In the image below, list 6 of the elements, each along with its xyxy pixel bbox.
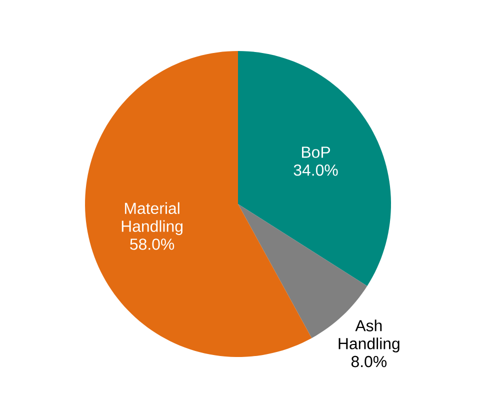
data-label: 58.0% — [130, 238, 174, 250]
slice-label: BoP — [302, 146, 330, 158]
data-label: 8.0% — [351, 356, 387, 368]
slice-label: Ash Handling — [338, 320, 400, 352]
data-label: 34.0% — [294, 164, 338, 176]
slice-label: Material Handling — [122, 202, 182, 236]
